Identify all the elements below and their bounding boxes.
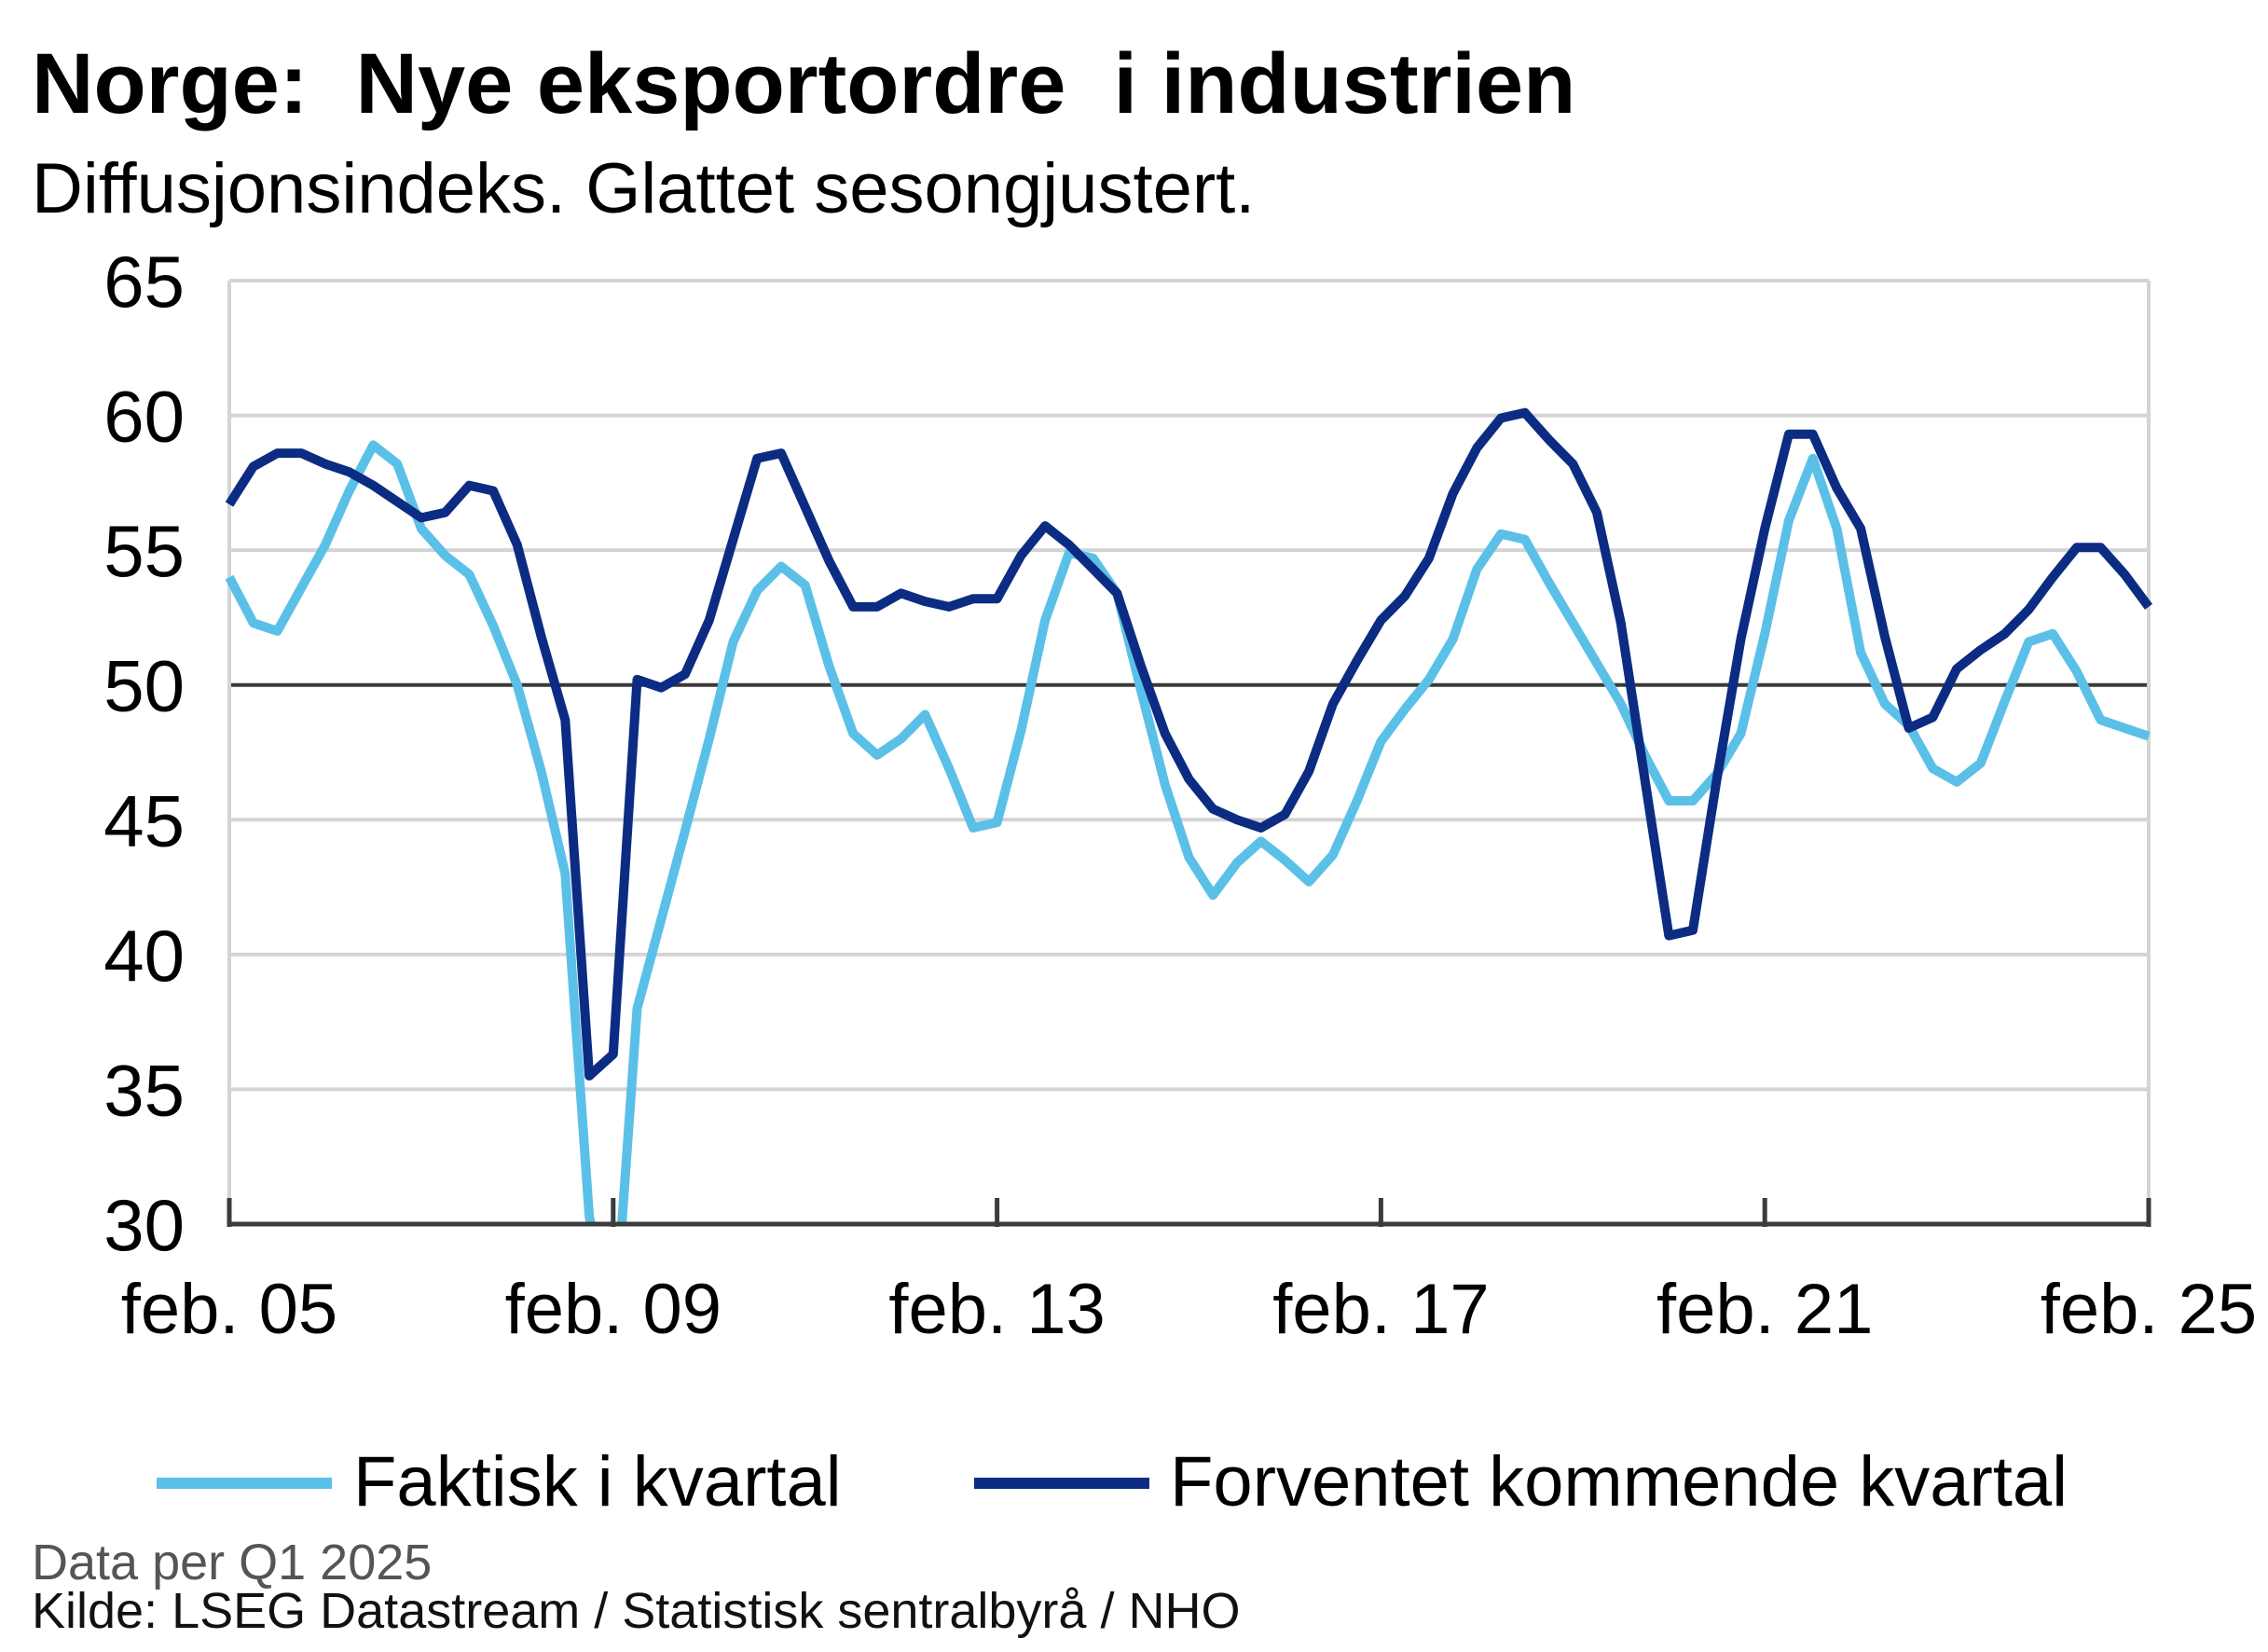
- y-axis-labels: 30 35 40 45 50 55 60 65: [103, 241, 185, 1266]
- legend-swatch-faktisk: [157, 1478, 332, 1489]
- chart-title: Norge: Nye eksportordre i industrien: [32, 36, 1576, 131]
- y-tick-label-30: 30: [103, 1184, 185, 1266]
- y-tick-label-40: 40: [103, 915, 185, 997]
- x-tick-label-2: feb. 13: [888, 1270, 1105, 1349]
- x-tick-label-3: feb. 17: [1272, 1270, 1489, 1349]
- series-lines: [225, 407, 2153, 1224]
- legend-label-forventet: Forventet kommende kvartal: [1170, 1442, 2069, 1521]
- x-tick-label-5: feb. 25: [2041, 1270, 2257, 1349]
- gridlines: [227, 279, 2151, 1224]
- x-axis: [227, 1198, 2151, 1227]
- y-tick-label-35: 35: [103, 1049, 185, 1131]
- y-tick-label-55: 55: [103, 510, 185, 592]
- y-tick-label-50: 50: [103, 645, 185, 727]
- legend-swatch-forventet: [974, 1478, 1149, 1489]
- series-line-faktisk-i-kvartal: [225, 440, 2151, 1224]
- y-tick-label-65: 65: [103, 241, 185, 323]
- series-line-forventet-kommende-kvartal: [225, 407, 2153, 1081]
- data-note: Data per Q1 2025: [32, 1535, 433, 1590]
- x-tick-label-1: feb. 09: [505, 1270, 722, 1349]
- source-note: Kilde: LSEG Datastream / Statistisk sent…: [32, 1583, 1241, 1639]
- x-tick-label-0: feb. 05: [121, 1270, 337, 1349]
- y-tick-label-45: 45: [103, 779, 185, 861]
- chart-subtitle: Diffusjonsindeks. Glattet sesongjustert.: [32, 149, 1256, 228]
- x-axis-labels: feb. 05 feb. 09 feb. 13 feb. 17 feb. 21 feb. …: [121, 1270, 2257, 1349]
- x-tick-label-4: feb. 21: [1656, 1270, 1873, 1349]
- y-tick-label-60: 60: [103, 376, 185, 458]
- legend-label-faktisk: Faktisk i kvartal: [353, 1442, 842, 1521]
